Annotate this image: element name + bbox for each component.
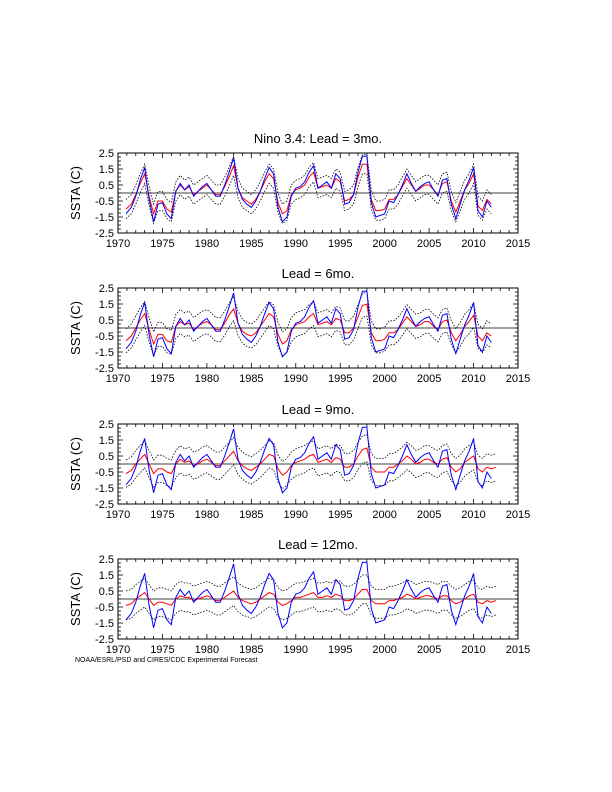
x-tick-label: 2005 — [417, 509, 441, 521]
y-axis-label: SSTA (C) — [68, 166, 83, 220]
chart-title: Nino 3.4: Lead = 3mo. — [254, 131, 382, 146]
footer-credit: NOAA/ESRL/PSD and CIRES/CDC Experimental… — [75, 657, 258, 664]
x-tick-label: 1990 — [284, 238, 308, 250]
x-tick-label: 2010 — [461, 238, 485, 250]
y-tick-label: -2.5 — [95, 499, 114, 511]
chart-panel-1: Nino 3.4: Lead = 3mo. SSTA (C) 1970 1975 198… — [68, 131, 530, 250]
upper-bound-line — [125, 433, 496, 463]
y-tick-label: 2.5 — [99, 148, 114, 160]
forecast-series-line — [125, 163, 492, 216]
x-tick-label: 2005 — [417, 238, 441, 250]
y-tick-label: 1.5 — [99, 299, 114, 311]
chart-title: Lead = 12mo. — [278, 537, 358, 552]
x-tick-label: 1995 — [328, 644, 352, 656]
x-tick-label: 2000 — [372, 509, 396, 521]
x-tick-label: 1980 — [195, 644, 219, 656]
y-tick-label: -2.5 — [95, 634, 114, 646]
x-tick-label: 1995 — [328, 509, 352, 521]
y-tick-label: -1.5 — [95, 212, 114, 224]
plot-area — [118, 426, 518, 494]
x-tick-label: 2005 — [417, 644, 441, 656]
chart-title: Lead = 6mo. — [282, 266, 355, 281]
x-tick-label: 1970 — [106, 373, 130, 385]
chart-panel-4: Lead = 12mo. SSTA (C) 1970 1975 1980 1985 1990… — [68, 537, 530, 656]
lower-bound-line — [125, 603, 496, 621]
x-tick-label: 2010 — [461, 509, 485, 521]
x-tick-label: 1975 — [150, 238, 174, 250]
x-tick-label: 2000 — [372, 644, 396, 656]
y-axis-label: SSTA (C) — [68, 572, 83, 626]
y-axis-label: SSTA (C) — [68, 301, 83, 355]
x-tick-label: 2015 — [506, 509, 530, 521]
x-tick-label: 1970 — [106, 644, 130, 656]
x-tick-label: 1975 — [150, 509, 174, 521]
x-tick-label: 1985 — [239, 509, 263, 521]
y-tick-label: 1.5 — [99, 164, 114, 176]
x-tick-label: 1985 — [239, 238, 263, 250]
y-tick-label: -2.5 — [95, 363, 114, 375]
x-tick-label: 2015 — [506, 644, 530, 656]
upper-bound-line — [125, 291, 492, 334]
upper-bound-line — [125, 574, 496, 592]
x-tick-label: 2005 — [417, 373, 441, 385]
y-tick-label: 2.5 — [99, 554, 114, 566]
lower-bound-line — [125, 461, 496, 490]
x-tick-label: 2015 — [506, 373, 530, 385]
y-tick-label: 2.5 — [99, 419, 114, 431]
x-tick-label: 2010 — [461, 644, 485, 656]
plot-area — [118, 290, 518, 358]
upper-bound-line — [125, 154, 492, 206]
y-tick-label: 0.5 — [99, 586, 114, 598]
x-tick-label: 1995 — [328, 238, 352, 250]
x-tick-label: 1980 — [195, 373, 219, 385]
x-tick-label: 1970 — [106, 509, 130, 521]
y-tick-label: 1.5 — [99, 570, 114, 582]
y-tick-label: -1.5 — [95, 483, 114, 495]
x-tick-label: 1985 — [239, 644, 263, 656]
y-tick-label: 0.5 — [99, 180, 114, 192]
observed-series-line — [125, 561, 492, 629]
chart-panel-3: Lead = 9mo. SSTA (C) 1970 1975 1980 1985 1990 1… — [68, 402, 530, 521]
x-tick-label: 1985 — [239, 373, 263, 385]
x-tick-label: 2000 — [372, 373, 396, 385]
plot-area — [118, 154, 518, 225]
x-tick-label: 1990 — [284, 373, 308, 385]
x-tick-label: 1975 — [150, 644, 174, 656]
chart-panel-2: Lead = 6mo. SSTA (C) 1970 1975 1980 1985 1990 1… — [68, 266, 530, 385]
x-tick-label: 2015 — [506, 238, 530, 250]
chart-title: Lead = 9mo. — [282, 402, 355, 417]
x-tick-label: 1980 — [195, 509, 219, 521]
y-tick-label: -0.5 — [95, 196, 114, 208]
x-tick-label: 1990 — [284, 644, 308, 656]
y-axis-label: SSTA (C) — [68, 437, 83, 491]
y-tick-label: 0.5 — [99, 451, 114, 463]
y-tick-label: -1.5 — [95, 618, 114, 630]
x-tick-label: 1990 — [284, 509, 308, 521]
x-tick-label: 2010 — [461, 373, 485, 385]
x-tick-label: 1980 — [195, 238, 219, 250]
observed-series-line — [125, 155, 492, 223]
y-tick-label: -2.5 — [95, 228, 114, 240]
y-tick-label: 0.5 — [99, 315, 114, 327]
forecast-series-line — [125, 303, 492, 346]
x-tick-label: 1970 — [106, 238, 130, 250]
y-tick-label: 2.5 — [99, 283, 114, 295]
y-tick-label: 1.5 — [99, 435, 114, 447]
lower-bound-line — [125, 315, 492, 358]
y-tick-label: -0.5 — [95, 467, 114, 479]
y-tick-label: -1.5 — [95, 347, 114, 359]
x-tick-label: 1975 — [150, 373, 174, 385]
plot-area — [118, 561, 518, 629]
observed-series-line — [125, 290, 492, 358]
observed-series-line — [125, 426, 492, 494]
forecast-series-line — [125, 447, 496, 476]
lower-bound-line — [125, 173, 492, 225]
y-tick-label: -0.5 — [95, 331, 114, 343]
y-tick-label: -0.5 — [95, 602, 114, 614]
x-tick-label: 1995 — [328, 373, 352, 385]
x-tick-label: 2000 — [372, 238, 396, 250]
